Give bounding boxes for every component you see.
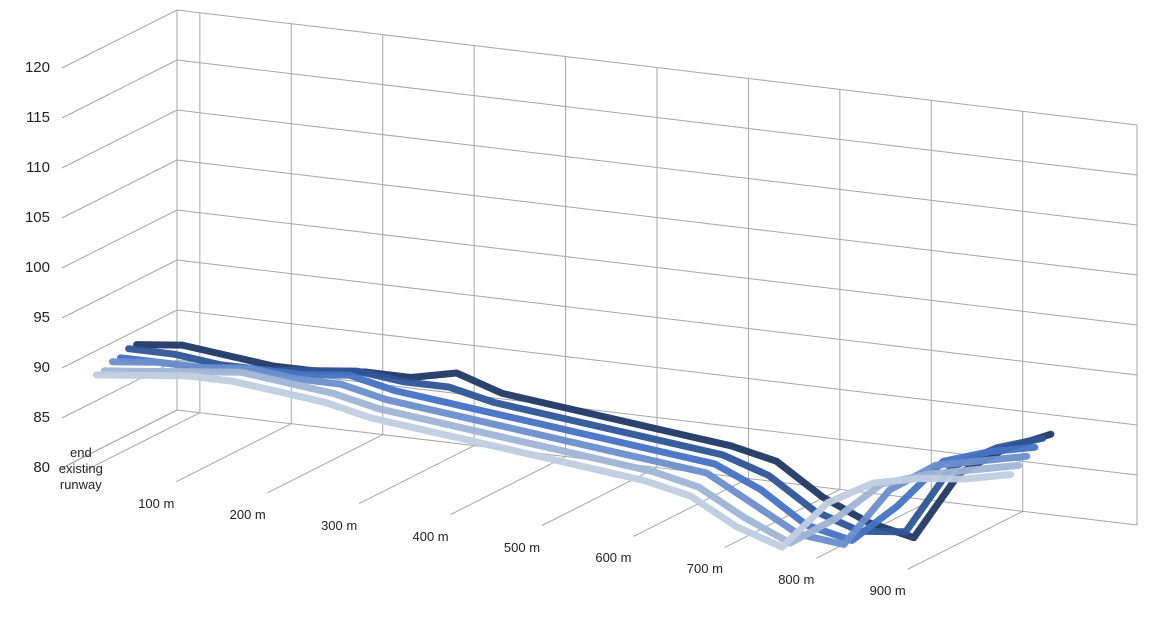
- x-tick-label: 300 m: [321, 517, 358, 533]
- grid-line: [61, 109, 178, 169]
- grid-line: [61, 159, 178, 219]
- x-tick-label: 400 m: [412, 528, 449, 544]
- y-tick-label: 80: [33, 459, 50, 476]
- series-line: [100, 367, 1023, 547]
- series-line: [92, 371, 1015, 551]
- floor-edge: [61, 409, 178, 469]
- y-tick-label: 85: [33, 409, 50, 426]
- floor-grid-line: [907, 510, 1023, 570]
- y-tick-label: 105: [25, 209, 50, 226]
- floor-grid-line: [84, 412, 201, 472]
- x-tick-label: 800 m: [778, 572, 815, 588]
- y-tick-label: 95: [33, 309, 50, 326]
- y-tick-label: 110: [26, 159, 50, 176]
- x-tick-label: 200 m: [229, 506, 266, 522]
- x-tick-label: 900 m: [869, 583, 906, 599]
- floor-grid-line: [358, 445, 475, 505]
- y-tick-label: 90: [33, 359, 50, 376]
- x-tick-label: 100 m: [138, 495, 175, 511]
- floor-grid-line: [267, 434, 383, 494]
- grid-line: [61, 209, 178, 269]
- floor-grid-line: [176, 423, 292, 483]
- grid-line: [61, 309, 178, 369]
- x-tick-label: 500 m: [503, 539, 541, 555]
- grid-line: [61, 9, 178, 69]
- floor-grid-line: [450, 456, 566, 515]
- x-tick-label: 700 m: [686, 561, 723, 577]
- y-tick-label: 100: [25, 259, 50, 276]
- y-tick-label: 115: [26, 109, 50, 126]
- grid-line: [61, 59, 178, 119]
- series-line: [109, 358, 1031, 548]
- x-tick-label: end existing runway: [58, 444, 103, 492]
- y-tick-label: 120: [25, 59, 50, 76]
- x-tick-label: 600 m: [595, 550, 632, 566]
- grid-line: [61, 259, 178, 319]
